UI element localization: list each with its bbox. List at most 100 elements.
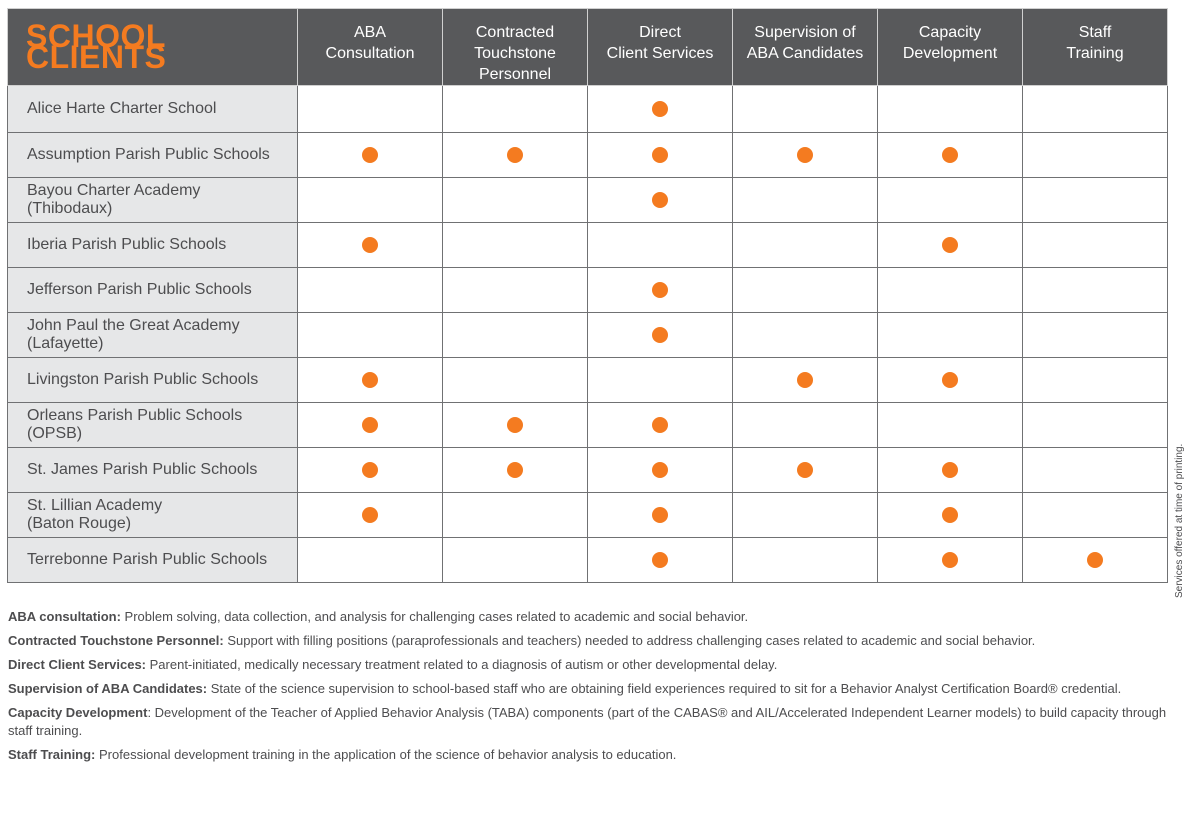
service-cell [1022, 222, 1168, 268]
definition-text: : Development of the Teacher of Applied … [8, 705, 1167, 738]
service-cell [1022, 267, 1168, 313]
table-row: Terrebonne Parish Public Schools [7, 537, 1168, 583]
service-dot-icon [652, 100, 668, 117]
service-cell [877, 357, 1023, 403]
service-cell [442, 267, 588, 313]
client-name: Alice Harte Charter School [7, 85, 298, 133]
service-cell [732, 267, 878, 313]
service-dot-icon [942, 506, 958, 523]
service-cell [442, 312, 588, 358]
service-cell [587, 222, 733, 268]
service-cell [877, 537, 1023, 583]
service-cell [877, 177, 1023, 223]
table-row: Iberia Parish Public Schools [7, 222, 1168, 268]
service-cell [1022, 312, 1168, 358]
definitions-legend: ABA consultation: Problem solving, data … [8, 608, 1178, 770]
client-name: Bayou Charter Academy (Thibodaux) [7, 177, 298, 223]
client-name: Orleans Parish Public Schools (OPSB) [7, 402, 298, 448]
service-cell [1022, 177, 1168, 223]
service-dot-icon [797, 146, 813, 163]
table-row: St. James Parish Public Schools [7, 447, 1168, 493]
service-cell [297, 222, 443, 268]
service-dot-icon [942, 551, 958, 568]
definition-text: Professional development training in the… [95, 747, 677, 762]
definition-item: Supervision of ABA Candidates: State of … [8, 680, 1178, 698]
service-dot-icon [652, 551, 668, 568]
service-cell [297, 85, 443, 133]
table-row: Orleans Parish Public Schools (OPSB) [7, 402, 1168, 448]
service-cell [587, 312, 733, 358]
column-header: ABA Consultation [297, 8, 443, 86]
service-cell [442, 132, 588, 178]
service-dot-icon [362, 236, 378, 253]
client-name: Terrebonne Parish Public Schools [7, 537, 298, 583]
matrix-body: Alice Harte Charter School Assumption Par… [7, 85, 1168, 583]
service-cell [1022, 402, 1168, 448]
service-cell [1022, 537, 1168, 583]
definition-item: Capacity Development: Development of the… [8, 704, 1178, 740]
service-cell [587, 267, 733, 313]
definition-term: Contracted Touchstone Personnel: [8, 633, 224, 648]
column-header: Contracted Touchstone Personnel [442, 8, 588, 86]
table-row: Jefferson Parish Public Schools [7, 267, 1168, 313]
service-cell [297, 447, 443, 493]
service-cell [587, 132, 733, 178]
service-dot-icon [652, 191, 668, 208]
service-cell [1022, 132, 1168, 178]
service-cell [1022, 492, 1168, 538]
service-cell [297, 537, 443, 583]
service-cell [587, 177, 733, 223]
definition-term: Staff Training: [8, 747, 96, 762]
definition-term: Capacity Development [8, 705, 148, 720]
table-row: Assumption Parish Public Schools [7, 132, 1168, 178]
service-cell [587, 85, 733, 133]
table-row: Alice Harte Charter School [7, 85, 1168, 133]
service-dot-icon [942, 146, 958, 163]
service-cell [732, 312, 878, 358]
service-dot-icon [507, 146, 523, 163]
service-cell [442, 402, 588, 448]
service-dot-icon [362, 416, 378, 433]
client-name: Jefferson Parish Public Schools [7, 267, 298, 313]
definition-item: Staff Training: Professional development… [8, 746, 1178, 764]
service-cell [297, 312, 443, 358]
service-cell [732, 447, 878, 493]
service-cell [442, 492, 588, 538]
service-dot-icon [942, 461, 958, 478]
service-cell [877, 222, 1023, 268]
service-cell [587, 492, 733, 538]
definition-text: Parent-initiated, medically necessary tr… [146, 657, 778, 672]
service-dot-icon [652, 461, 668, 478]
service-dot-icon [652, 416, 668, 433]
service-cell [877, 85, 1023, 133]
service-dot-icon [362, 371, 378, 388]
column-header: Supervision of ABA Candidates [732, 8, 878, 86]
service-cell [297, 357, 443, 403]
table-row: Livingston Parish Public Schools [7, 357, 1168, 403]
service-cell [1022, 85, 1168, 133]
service-cell [877, 312, 1023, 358]
definition-term: ABA consultation: [8, 609, 121, 624]
header-row: SCHOOL CLIENTS ABA Consultation Contracte… [7, 8, 1168, 86]
service-cell [297, 402, 443, 448]
service-dot-icon [362, 461, 378, 478]
definition-text: State of the science supervision to scho… [207, 681, 1122, 696]
client-name: John Paul the Great Academy (Lafayette) [7, 312, 298, 358]
service-cell [442, 537, 588, 583]
definition-item: Direct Client Services: Parent-initiated… [8, 656, 1178, 674]
service-cell [732, 132, 878, 178]
definition-text: Support with filling positions (paraprof… [223, 633, 1036, 648]
client-name: Livingston Parish Public Schools [7, 357, 298, 403]
service-dot-icon [507, 461, 523, 478]
table-row: St. Lillian Academy (Baton Rouge) [7, 492, 1168, 538]
definition-item: ABA consultation: Problem solving, data … [8, 608, 1178, 626]
column-header: Staff Training [1022, 8, 1168, 86]
service-dot-icon [942, 236, 958, 253]
service-cell [587, 357, 733, 403]
service-cell [587, 402, 733, 448]
service-cell [732, 222, 878, 268]
service-dot-icon [797, 371, 813, 388]
service-cell [877, 447, 1023, 493]
definition-term: Direct Client Services: [8, 657, 147, 672]
service-dot-icon [1087, 551, 1103, 568]
